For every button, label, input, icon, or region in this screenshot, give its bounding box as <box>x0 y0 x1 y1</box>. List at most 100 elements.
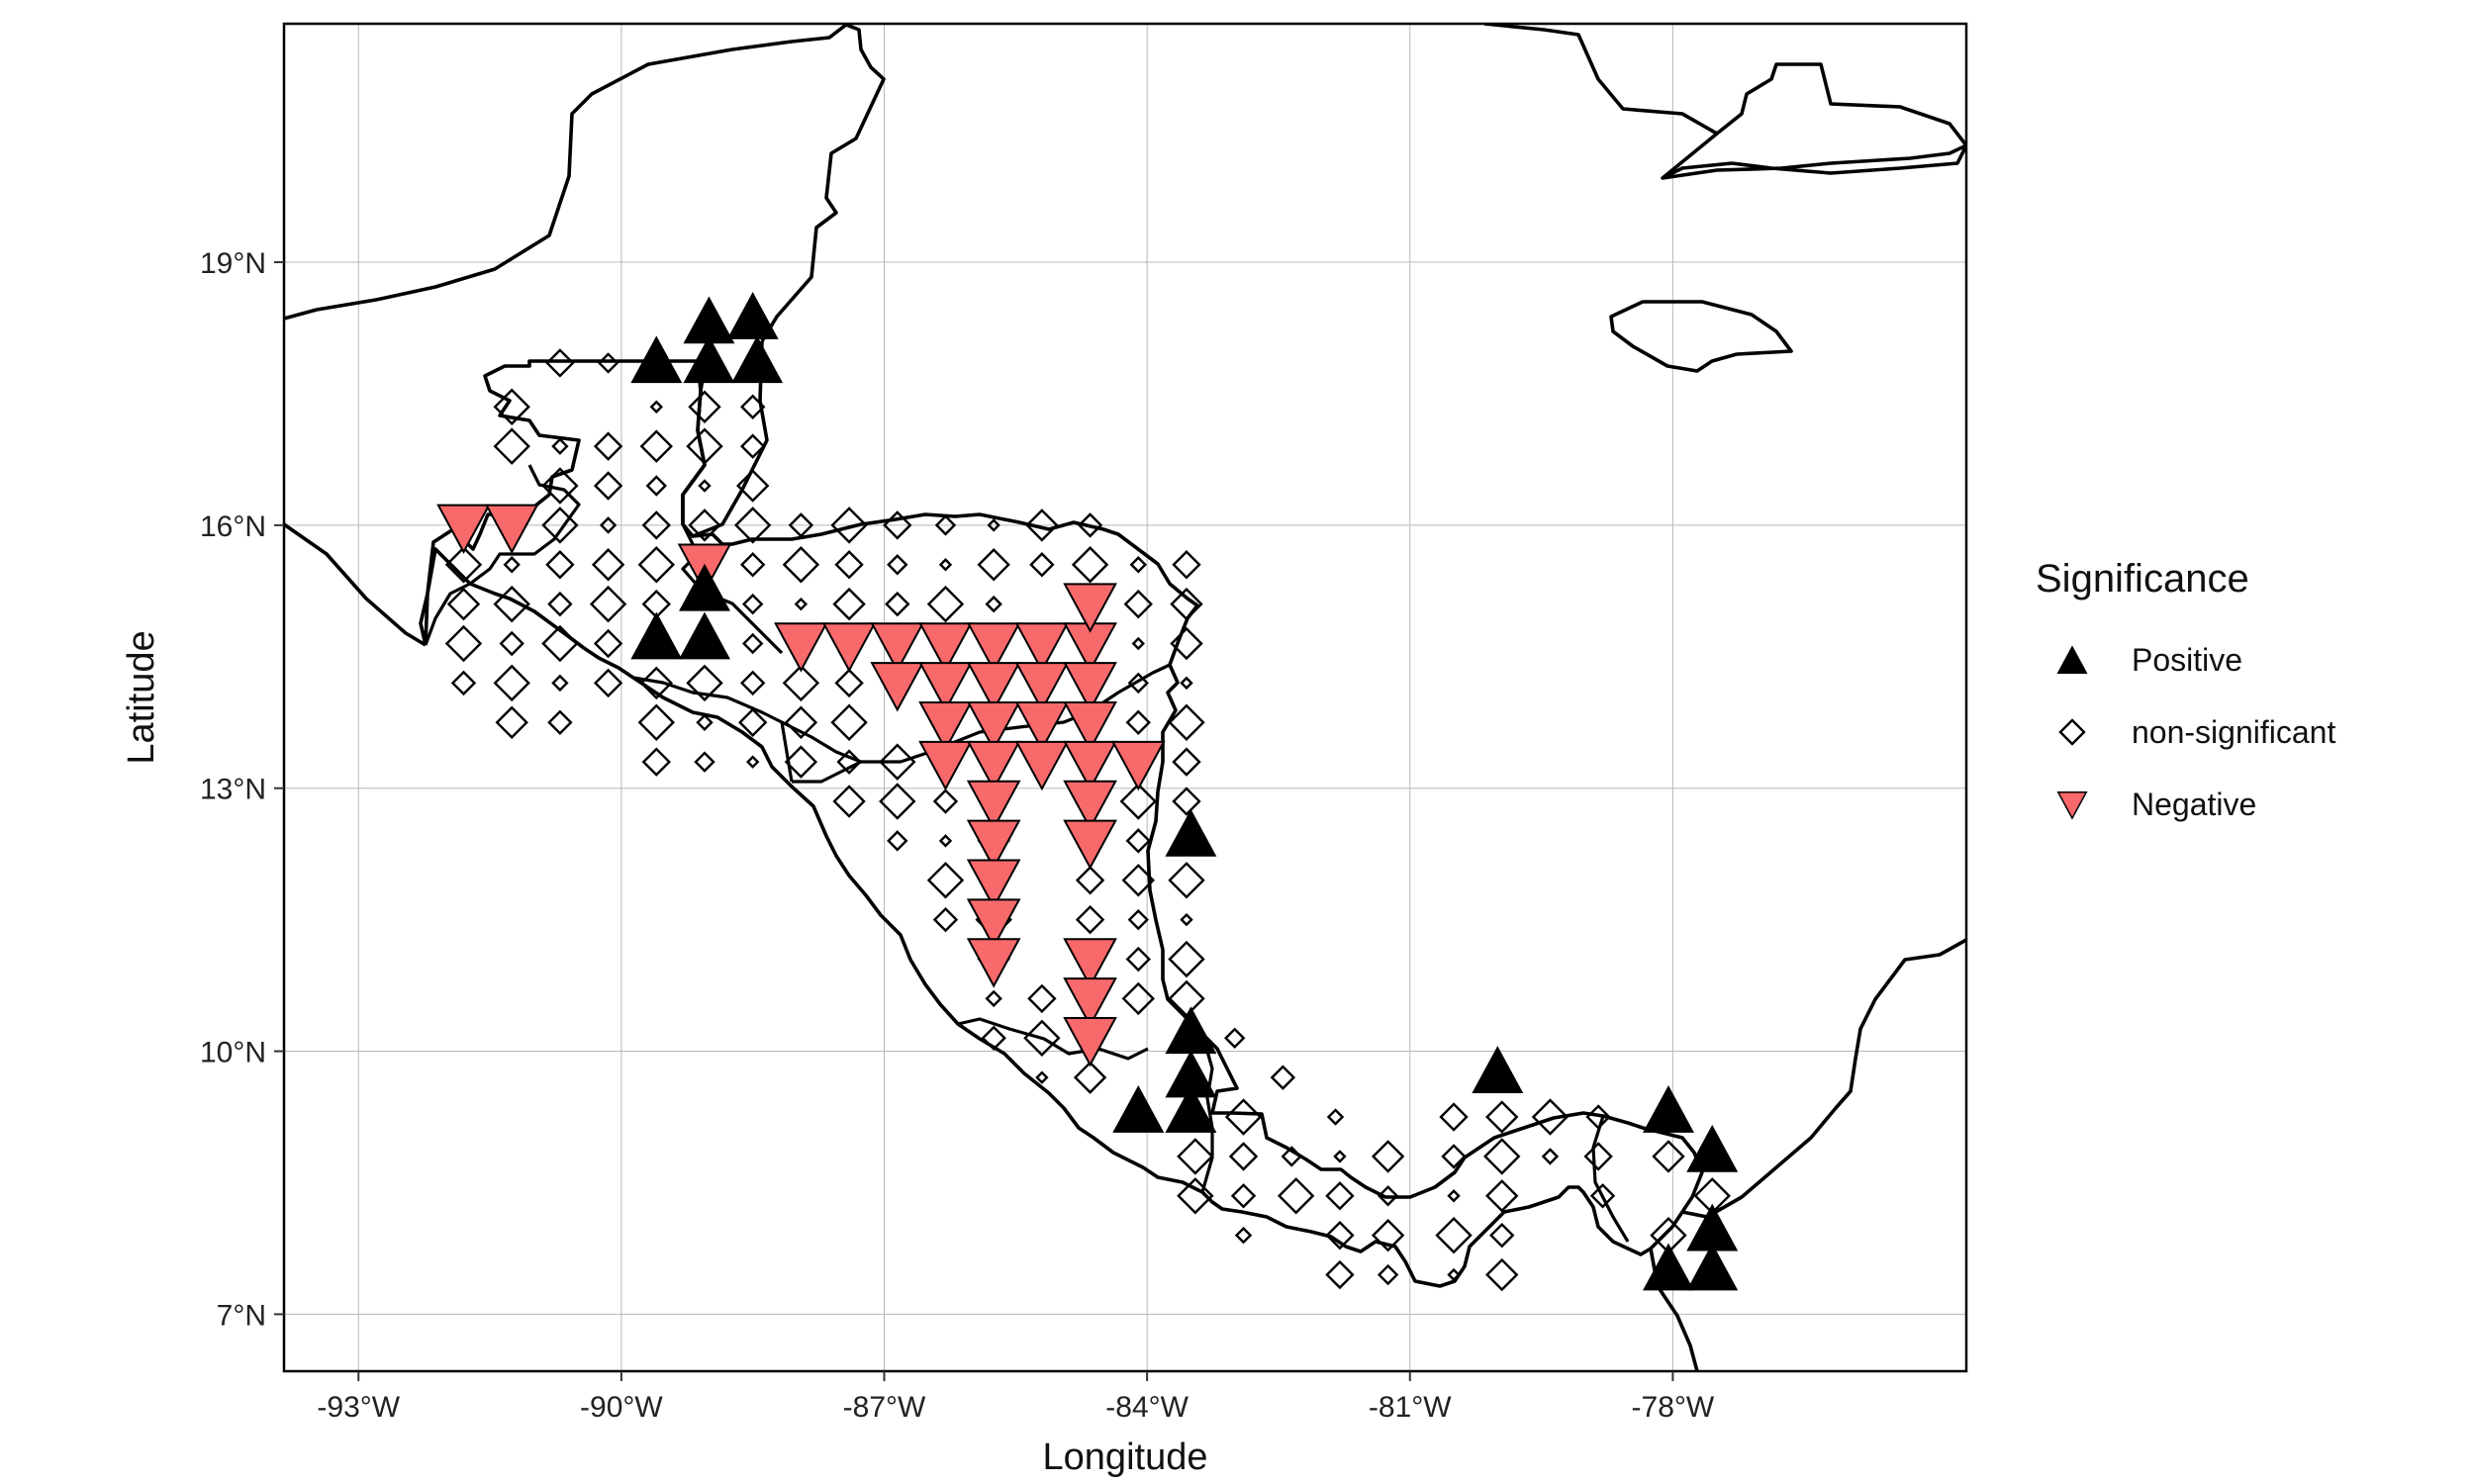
non-significant-point <box>834 550 864 580</box>
non-significant-point <box>1172 787 1201 816</box>
non-significant-point <box>1075 866 1105 895</box>
x-tick-label: -84°W <box>1105 1391 1189 1424</box>
non-significant-point <box>593 431 623 461</box>
positive-point <box>726 292 779 339</box>
y-tick-label: 16°N <box>200 510 266 543</box>
non-significant-point <box>551 674 569 693</box>
y-tick-label: 13°N <box>200 774 266 806</box>
non-significant-point <box>1441 1144 1467 1169</box>
non-significant-point <box>1485 1257 1519 1292</box>
positive-point <box>630 335 683 384</box>
non-significant-point <box>541 507 579 544</box>
negative-point <box>918 662 973 712</box>
negative-point <box>918 740 973 791</box>
non-significant-point <box>1168 703 1205 741</box>
non-significant-point <box>1270 1065 1296 1090</box>
non-significant-point <box>1121 981 1155 1016</box>
non-significant-point <box>1172 550 1201 580</box>
non-significant-point <box>1123 589 1153 619</box>
non-significant-point <box>1077 512 1103 538</box>
positive-point <box>679 611 730 660</box>
non-significant-point <box>493 585 530 623</box>
non-significant-point <box>832 587 866 621</box>
non-significant-point <box>987 518 1000 532</box>
non-significant-point <box>883 510 912 540</box>
non-significant-point <box>589 585 627 623</box>
non-significant-point <box>1485 1100 1519 1134</box>
non-significant-point <box>1228 1142 1259 1171</box>
legend-key-positive <box>2056 645 2088 674</box>
legend-key-negative <box>2056 791 2088 820</box>
negative-point <box>966 898 1021 949</box>
negative-point <box>1014 701 1070 752</box>
non-significant-point <box>637 703 675 741</box>
map-land-outlines <box>284 24 1966 1371</box>
non-significant-point <box>493 664 530 702</box>
negative-point <box>1014 662 1070 712</box>
non-significant-point <box>1177 1138 1214 1175</box>
non-significant-point <box>547 591 573 617</box>
negative-point <box>870 662 925 712</box>
non-significant-point <box>1170 626 1203 661</box>
non-significant-point <box>1277 1177 1315 1215</box>
negative-point <box>774 622 828 673</box>
nicaragua-costarica-border <box>957 1017 1149 1061</box>
non-significant-point <box>734 507 772 544</box>
y-axis-title: Latitude <box>121 630 162 764</box>
non-significant-point <box>926 585 965 623</box>
negative-point <box>1063 780 1117 831</box>
non-significant-point <box>1281 1146 1302 1167</box>
non-significant-point <box>686 664 723 702</box>
non-significant-point <box>645 475 667 497</box>
non-significant-point <box>547 709 573 735</box>
positive-point <box>1642 1243 1694 1291</box>
non-significant-point <box>639 666 673 700</box>
negative-point <box>966 701 1021 752</box>
non-significant-point <box>740 670 766 696</box>
non-significant-point <box>446 587 481 621</box>
non-significant-point <box>688 509 721 542</box>
honduras-elsalvador-border <box>781 720 862 764</box>
legend-title: Significance <box>2036 557 2249 601</box>
non-significant-point <box>1125 946 1151 973</box>
non-significant-point <box>934 514 957 536</box>
non-significant-point <box>1447 1189 1461 1203</box>
y-axis: 7°N 10°N 13°N 16°N 19°N <box>200 247 284 1332</box>
legend-label: Negative <box>2132 787 2256 822</box>
non-significant-point <box>932 788 959 814</box>
negative-point <box>436 504 491 554</box>
non-significant-point <box>495 705 528 739</box>
x-tick-label: -93°W <box>317 1391 400 1424</box>
non-significant-point <box>637 546 675 584</box>
non-significant-point <box>1447 1267 1461 1282</box>
non-significant-point <box>493 427 530 465</box>
x-tick-label: -78°W <box>1632 1391 1715 1424</box>
non-significant-point <box>1025 509 1059 542</box>
non-significant-point <box>1585 1104 1611 1130</box>
x-tick-label: -90°W <box>580 1391 663 1424</box>
negative-point <box>1063 662 1117 712</box>
non-significant-point <box>1326 1108 1345 1126</box>
non-significant-point <box>746 755 760 769</box>
jamaica-coastline <box>1609 300 1793 373</box>
non-significant-point <box>832 785 866 818</box>
non-significant-point <box>1224 1098 1263 1136</box>
non-significant-point <box>591 548 625 582</box>
non-significant-point <box>834 668 864 698</box>
positive-point <box>731 335 784 384</box>
non-significant-point <box>1325 1220 1355 1251</box>
negative-point <box>1014 740 1070 791</box>
negative-point <box>1014 622 1070 673</box>
positive-point <box>1165 1085 1217 1133</box>
non-significant-point <box>879 783 916 820</box>
negative-point <box>870 622 925 673</box>
non-significant-point <box>1119 783 1157 820</box>
non-significant-point <box>545 348 575 378</box>
non-significant-point <box>593 628 623 659</box>
yucatan-coastline <box>284 24 886 342</box>
non-significant-point <box>1333 1150 1347 1163</box>
non-significant-point <box>1483 1138 1521 1175</box>
non-significant-point <box>599 516 618 534</box>
non-significant-point <box>1489 1222 1515 1249</box>
